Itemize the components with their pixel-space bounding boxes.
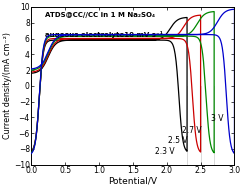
Text: 2.5 V: 2.5 V <box>168 136 188 146</box>
Text: auqeous electrolyte10 mV s⁻¹: auqeous electrolyte10 mV s⁻¹ <box>45 31 163 38</box>
Text: 3 V: 3 V <box>211 114 223 123</box>
Y-axis label: Current density/(mA cm⁻²): Current density/(mA cm⁻²) <box>3 32 12 139</box>
X-axis label: Potential/V: Potential/V <box>108 177 157 186</box>
Text: 2.3 V: 2.3 V <box>154 147 174 156</box>
Text: 2.7 V: 2.7 V <box>182 126 201 135</box>
Text: ATDS@CC//CC in 1 M Na₂SO₄: ATDS@CC//CC in 1 M Na₂SO₄ <box>45 12 155 18</box>
